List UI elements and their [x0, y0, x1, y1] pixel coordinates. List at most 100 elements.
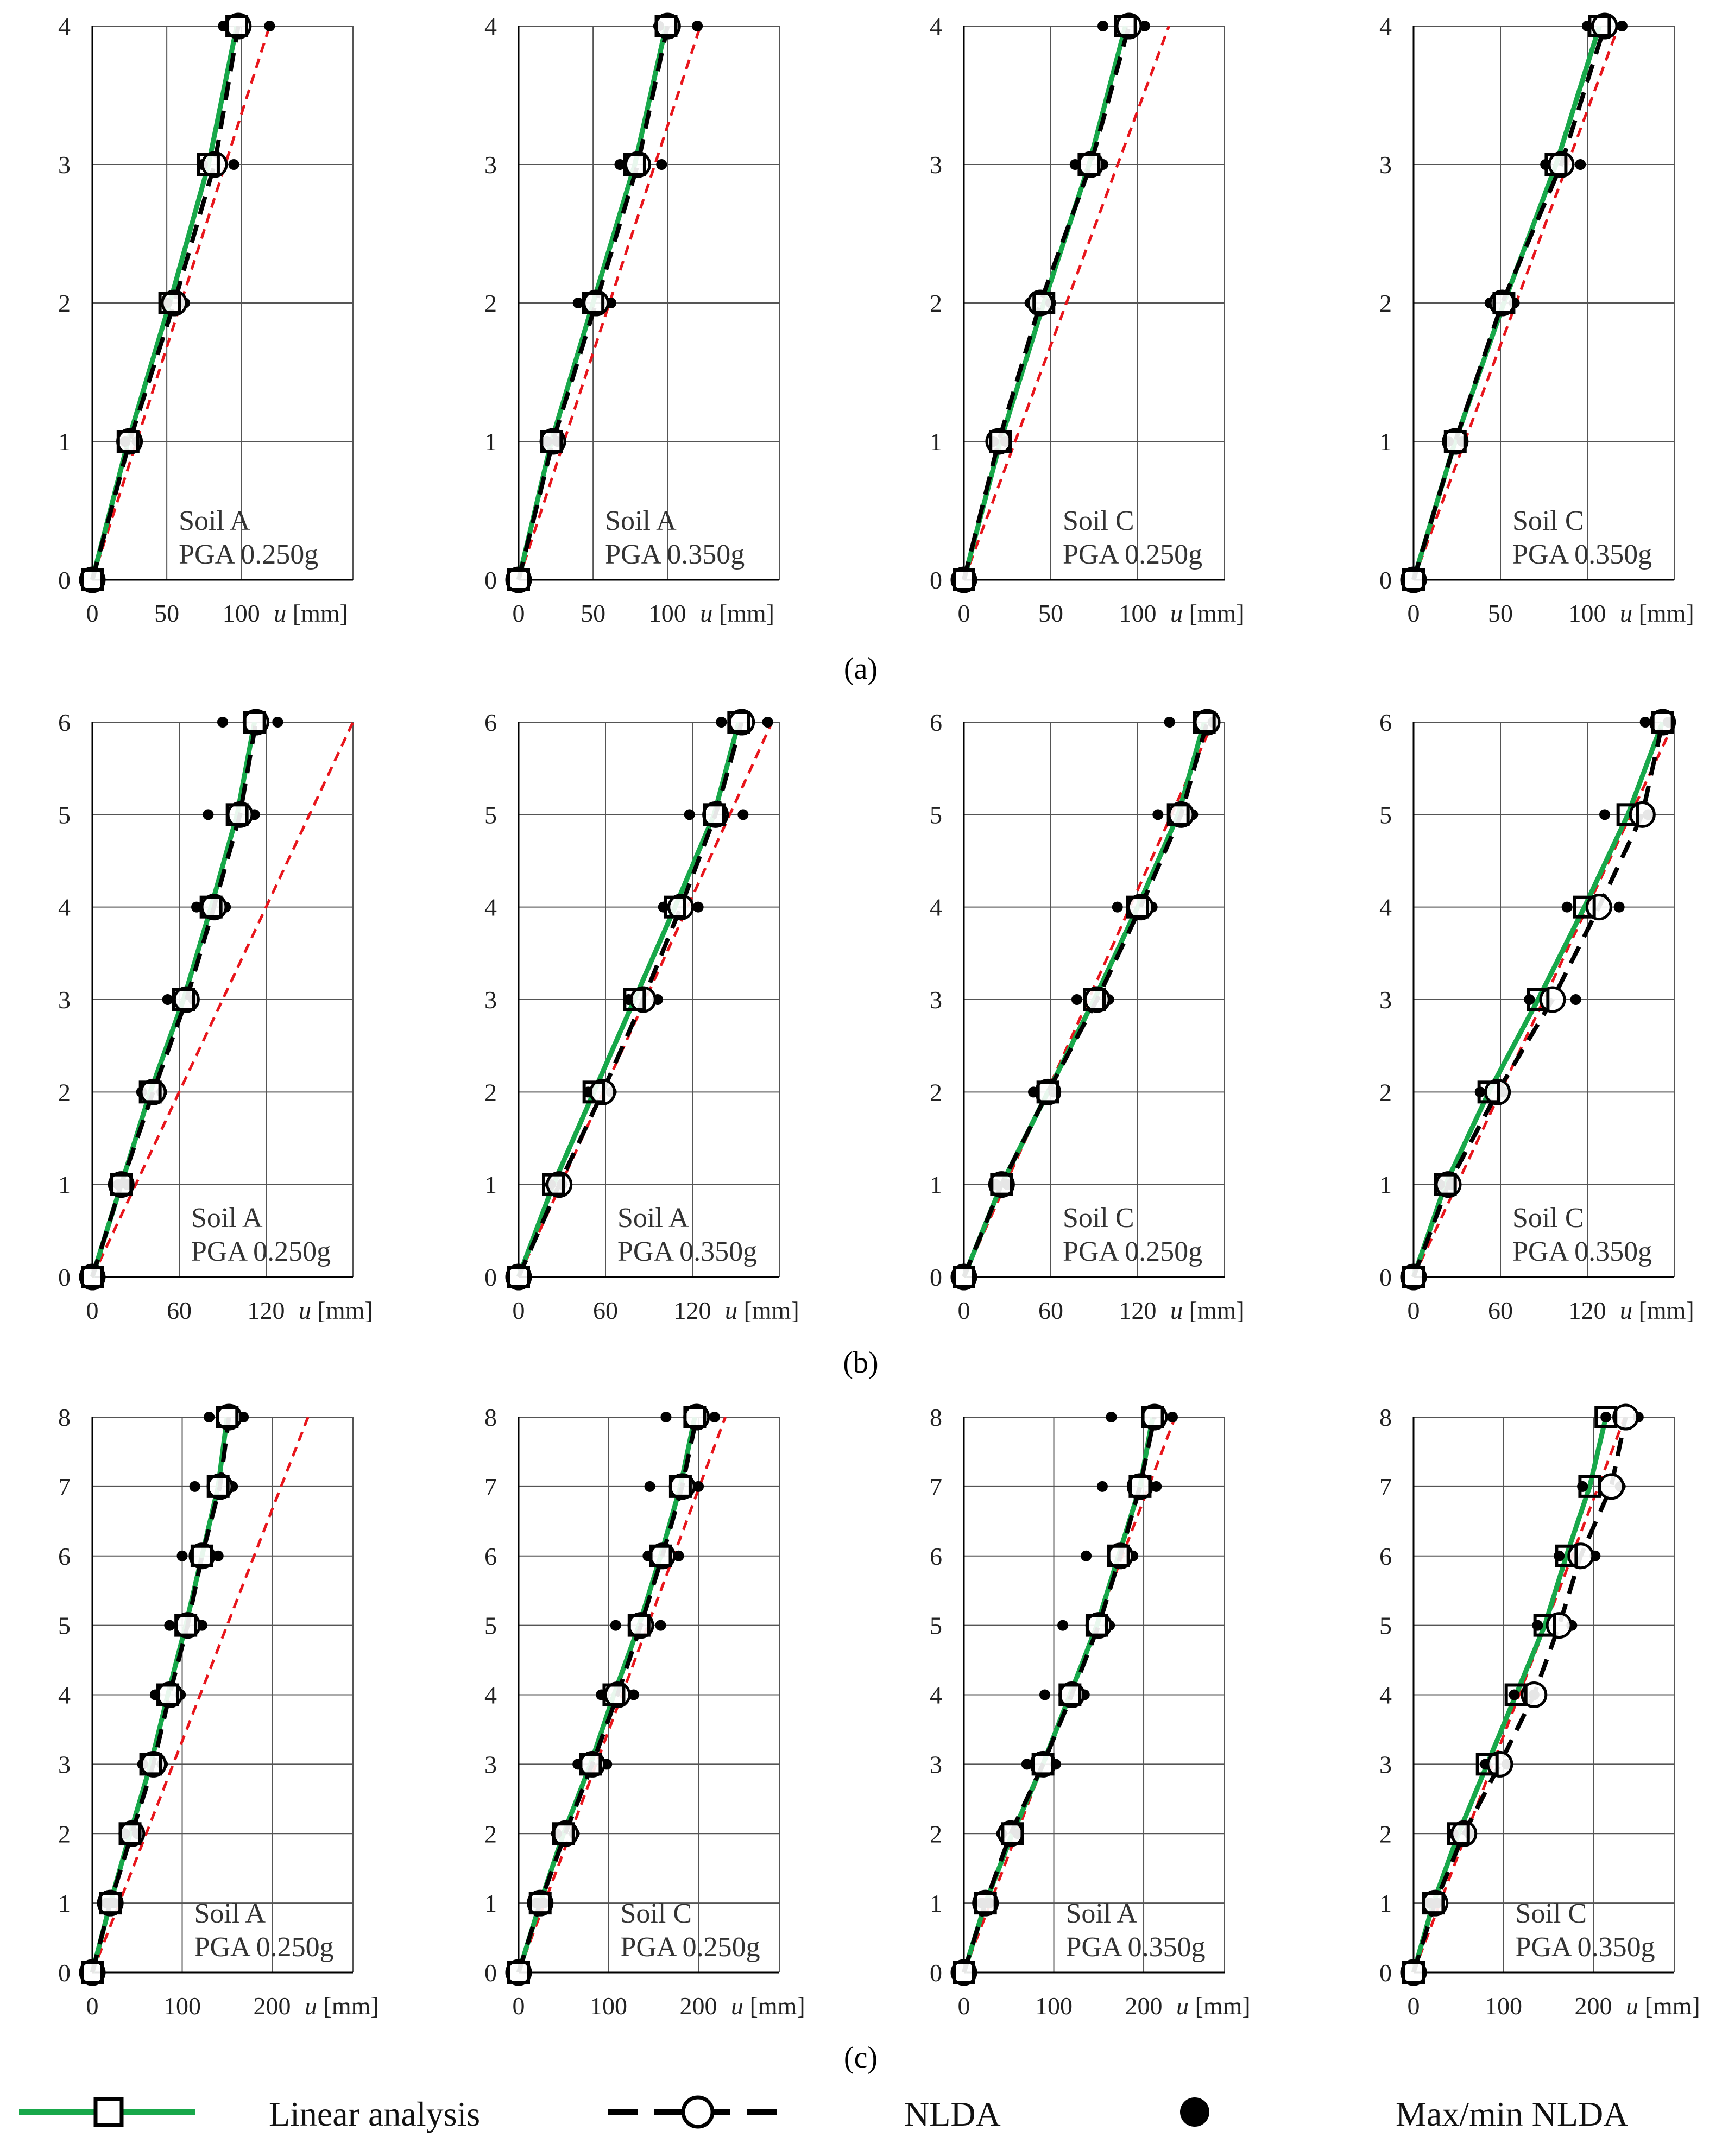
y-tick-label: 3 — [58, 986, 71, 1014]
max-min-nlda-point — [762, 717, 773, 728]
max-min-nlda-point — [1021, 1759, 1032, 1770]
y-tick-label: 2 — [1379, 1078, 1392, 1106]
nlda-point — [1486, 1750, 1513, 1778]
max-min-nlda-point — [628, 1689, 639, 1700]
y-tick-label: 4 — [484, 1681, 497, 1709]
y-tick-label: 2 — [484, 289, 497, 317]
y-tick-label: 2 — [58, 289, 71, 317]
nlda-point — [108, 1171, 135, 1198]
y-tick-label: 0 — [1379, 1959, 1392, 1987]
linear-analysis-point — [1402, 568, 1425, 591]
soil-annotation: Soil A — [179, 505, 250, 536]
y-tick-label: 4 — [58, 1681, 71, 1709]
x-tick-label: 0 — [958, 1297, 970, 1324]
max-min-nlda-point — [1096, 1481, 1108, 1492]
linear-analysis-point — [197, 153, 220, 176]
y-tick-label: 3 — [58, 151, 71, 179]
x-tick-label: 0 — [1408, 1992, 1420, 2020]
pga-annotation: PGA 0.350g — [1066, 1932, 1206, 1963]
linear-analysis-point — [99, 1892, 122, 1915]
max-min-nlda-point — [614, 159, 626, 170]
y-tick-label: 3 — [484, 986, 497, 1014]
max-min-nlda-point — [673, 1550, 684, 1561]
linear-analysis-point — [1573, 895, 1596, 919]
y-tick-label: 8 — [930, 1403, 942, 1431]
nlda-point — [667, 894, 695, 921]
pga-annotation: PGA 0.350g — [1512, 539, 1652, 570]
linear-analysis-point — [1533, 1614, 1556, 1637]
linear-analysis-point — [579, 1753, 602, 1776]
nlda-line — [516, 26, 670, 580]
x-tick-label: 0 — [86, 1992, 99, 2020]
linear-analysis-point — [953, 1961, 975, 1984]
linear-analysis-point — [649, 1544, 672, 1567]
pga-annotation: PGA 0.350g — [1516, 1932, 1655, 1963]
x-tick-label: 200 — [254, 1992, 291, 2020]
linear-analysis-point — [206, 1475, 230, 1498]
y-tick-label: 3 — [930, 151, 942, 179]
y-tick-label: 5 — [1379, 1612, 1392, 1640]
nlda-point — [1400, 1959, 1427, 1986]
y-tick-label: 5 — [58, 1612, 71, 1640]
linear-analysis-point — [1402, 1961, 1425, 1984]
x-tick-label: 50 — [154, 599, 179, 627]
max-min-nlda-point — [1039, 1689, 1050, 1700]
y-tick-label: 6 — [484, 1542, 497, 1570]
y-tick-label: 4 — [1379, 894, 1392, 921]
nlda-point — [1126, 1473, 1153, 1500]
y-tick-label: 1 — [484, 428, 497, 456]
linear-analysis-point — [953, 1266, 975, 1288]
soil-annotation: Soil A — [1066, 1898, 1138, 1929]
nlda-point — [546, 1171, 573, 1198]
y-tick-label: 7 — [484, 1473, 497, 1501]
linear-analysis-point — [199, 895, 223, 919]
max-min-nlda-point — [1151, 1481, 1162, 1492]
y-tick-label: 0 — [1379, 566, 1392, 594]
pga-annotation: PGA 0.250g — [194, 1932, 334, 1963]
max-min-nlda-point — [1509, 1689, 1520, 1700]
code-reference-line — [91, 721, 355, 1278]
pga-annotation: PGA 0.250g — [621, 1932, 760, 1963]
y-tick-label: 0 — [58, 1959, 71, 1987]
y-tick-label: 6 — [1379, 1542, 1392, 1570]
nlda-point — [1400, 1263, 1427, 1291]
legend-max-min-label: Max/min NLDA — [1396, 2095, 1628, 2133]
y-tick-label: 4 — [58, 12, 71, 40]
linear-analysis-point — [664, 895, 686, 919]
y-tick-label: 8 — [1379, 1403, 1392, 1431]
x-tick-label: 60 — [1038, 1297, 1063, 1324]
legend-linear-analysis-icon — [19, 2097, 195, 2127]
y-tick-label: 2 — [930, 1078, 942, 1106]
linear-analysis-point — [1475, 1753, 1499, 1776]
linear-analysis-point — [1107, 1544, 1130, 1567]
panel-label-c: (c) — [844, 2041, 878, 2075]
linear-analysis-point — [990, 1173, 1013, 1196]
max-min-nlda-point — [684, 809, 695, 820]
linear-analysis-point — [158, 292, 181, 314]
x-tick-label: 0 — [1408, 1297, 1420, 1324]
y-tick-label: 0 — [930, 1263, 942, 1291]
x-axis-unit-label: u [mm] — [305, 1992, 379, 2020]
pga-annotation: PGA 0.250g — [1063, 539, 1202, 570]
linear-analysis-point — [110, 1173, 133, 1196]
y-tick-label: 3 — [930, 1750, 942, 1778]
max-min-nlda-point — [228, 159, 239, 170]
linear-analysis-point — [1083, 988, 1106, 1011]
y-tick-label: 6 — [58, 709, 71, 736]
max-min-nlda-point — [1071, 994, 1082, 1005]
legend-max-min-dot-icon — [1180, 2097, 1209, 2127]
linear-analysis-point — [225, 15, 249, 37]
y-tick-label: 1 — [1379, 1171, 1392, 1199]
max-min-nlda-point — [716, 717, 727, 728]
max-min-nlda-point — [655, 1620, 666, 1631]
nlda-point — [188, 1542, 216, 1570]
nlda-point — [1035, 1078, 1062, 1105]
max-min-nlda-point — [1570, 994, 1581, 1005]
x-tick-label: 100 — [163, 1992, 201, 2020]
panel-label-b: (b) — [843, 1346, 878, 1380]
